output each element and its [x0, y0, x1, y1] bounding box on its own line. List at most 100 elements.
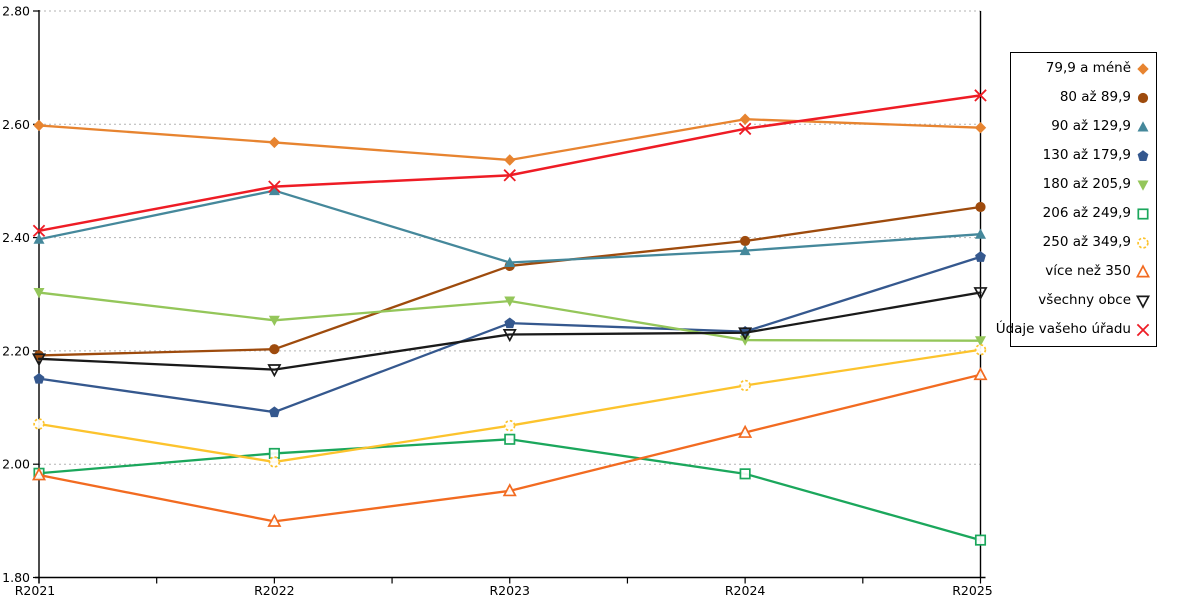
circle-open-dashed-icon: [1137, 237, 1149, 249]
triangle-down-marker: [268, 315, 280, 327]
triangle-up-open-marker: [267, 513, 282, 527]
legend-label: 206 až 249,9: [1042, 205, 1131, 222]
y-tick-label: 2.20: [2, 343, 30, 358]
series-8: [31, 287, 988, 378]
circle-marker: [975, 201, 986, 213]
x-marker: [32, 224, 46, 238]
circle-marker: [269, 344, 280, 355]
y-tick-label: 2.80: [2, 4, 30, 19]
diamond-marker: [33, 119, 45, 132]
y-tick-label: 2.40: [2, 230, 30, 245]
circle-open-dashed-marker: [974, 344, 987, 356]
diamond-marker: [739, 113, 751, 125]
series-1: [33, 201, 986, 361]
legend-item: 250 až 349,9: [1017, 235, 1151, 251]
legend-item: 79,9 a méně: [1017, 61, 1151, 77]
circle-open-dashed-marker: [739, 379, 751, 392]
series-0: [33, 113, 987, 166]
legend-label: Údaje vašeho úřadu: [995, 321, 1131, 338]
legend-item: Údaje vašeho úřadu: [996, 322, 1151, 338]
y-tick-label: 2.60: [2, 117, 30, 132]
legend-item: 80 až 89,9: [1017, 90, 1151, 106]
legend-label: 80 až 89,9: [1059, 89, 1131, 106]
square-open-marker: [974, 534, 987, 546]
circle-open-dashed-marker: [268, 456, 281, 468]
legend-item: 130 až 179,9: [1017, 148, 1151, 164]
triangle-down-open-marker: [738, 327, 753, 341]
triangle-down-open-marker: [973, 287, 988, 301]
y-tick-label: 2.00: [2, 457, 30, 472]
triangle-down-open-marker: [31, 353, 47, 367]
series-6: [33, 344, 987, 468]
x-marker: [503, 169, 516, 182]
triangle-up-open-marker: [502, 483, 517, 497]
pentagon-marker: [268, 406, 280, 418]
legend-label: 250 až 349,9: [1042, 234, 1131, 251]
triangle-up-open-marker: [31, 467, 47, 481]
pentagon-icon: [1137, 150, 1149, 161]
triangle-down-icon: [1137, 180, 1149, 191]
square-open-marker: [739, 468, 751, 480]
triangle-up-open-marker: [738, 424, 753, 438]
series-line: [37, 348, 982, 464]
legend-label: všechny obce: [1038, 292, 1131, 309]
legend-item: 206 až 249,9: [1017, 206, 1151, 222]
triangle-up-open-marker: [973, 366, 988, 381]
x-tick-label: R2021: [15, 583, 56, 598]
y-tick-label: 1.80: [2, 570, 30, 585]
circle-open-dashed-marker: [504, 419, 516, 432]
diamond-marker: [974, 121, 987, 134]
series-4: [33, 288, 986, 347]
triangle-up-open-icon: [1135, 264, 1151, 278]
legend-item: více než 350: [1017, 264, 1151, 280]
series-7: [31, 366, 988, 527]
x-tick-label: R2023: [490, 583, 531, 598]
x-marker: [738, 122, 752, 136]
legend-label: 79,9 a méně: [1045, 60, 1131, 77]
square-open-marker: [268, 447, 280, 459]
x-tick-label: R2025: [952, 583, 993, 598]
diamond-marker: [504, 154, 516, 166]
legend: 79,9 a méně 80 až 89,9 90 až 129,9 130 a…: [996, 52, 1157, 347]
series-9: [32, 89, 987, 238]
series-line: [37, 118, 982, 162]
triangle-up-marker: [739, 244, 751, 256]
legend-label: 90 až 129,9: [1051, 118, 1131, 135]
diamond-marker: [268, 136, 281, 149]
pentagon-marker: [975, 251, 986, 262]
series-line: [37, 205, 982, 357]
triangle-down-open-marker: [502, 329, 517, 343]
circle-open-dashed-marker: [33, 418, 45, 430]
square-open-icon: [1137, 208, 1149, 220]
triangle-down-marker: [504, 296, 516, 307]
triangle-up-marker: [975, 228, 986, 239]
diamond-icon: [1137, 63, 1149, 75]
triangle-down-marker: [739, 335, 751, 346]
legend-item: 90 až 129,9: [1017, 119, 1151, 135]
legend-label: více než 350: [1045, 263, 1131, 280]
series-5: [33, 433, 987, 546]
circle-icon: [1137, 92, 1149, 104]
square-open-marker: [504, 433, 516, 445]
pentagon-marker: [33, 372, 45, 384]
circle-marker: [740, 235, 751, 247]
legend-label: 180 až 205,9: [1042, 176, 1131, 193]
legend-label: 130 až 179,9: [1042, 147, 1131, 164]
legend-item: 180 až 205,9: [1017, 177, 1151, 193]
triangle-down-open-marker: [267, 364, 282, 378]
triangle-down-open-icon: [1135, 295, 1151, 309]
triangle-up-marker: [33, 233, 45, 244]
triangle-up-icon: [1137, 121, 1149, 132]
x-icon: [1136, 323, 1150, 337]
x-marker: [268, 180, 281, 193]
pentagon-marker: [504, 317, 516, 329]
series-line: [37, 291, 982, 371]
series-2: [33, 184, 986, 268]
x-tick-label: R2024: [725, 583, 766, 598]
x-marker: [974, 89, 987, 102]
legend-item: všechny obce: [1017, 293, 1151, 309]
triangle-up-marker: [504, 256, 516, 268]
x-tick-label: R2022: [254, 583, 295, 598]
